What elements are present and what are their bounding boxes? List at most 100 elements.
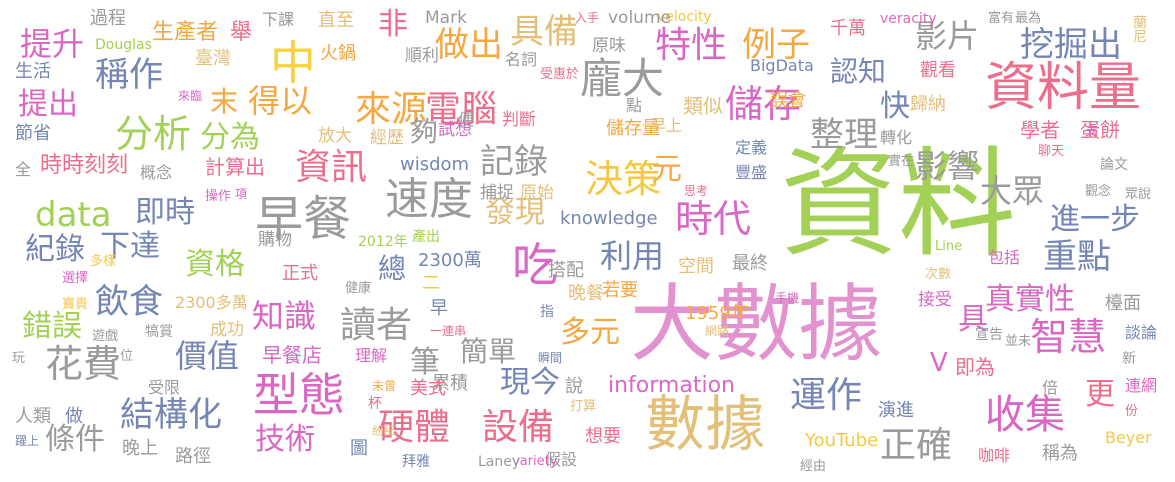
word: 全 [15,160,32,179]
word: 直至 [318,10,354,31]
word: 讀者 [340,305,413,346]
word: 記錄 [480,142,548,182]
word: 路徑 [175,446,211,467]
word: 一連串 [430,324,467,338]
word: 即時 [135,195,195,230]
word: 成功 [210,320,244,340]
word: 分析 [115,112,192,156]
word: 概念 [140,163,173,182]
word: 名詞 [505,50,538,69]
word: 正確 [880,425,953,466]
word: 宣告 [975,327,1003,343]
word: 思考 [684,184,709,198]
word: 智慧 [1030,315,1107,359]
word: 節省 [15,123,51,144]
word: 捕捉 [480,183,514,203]
word: 圖 [350,438,368,459]
word: 包括 [988,248,1021,267]
word: 蘭尼 [1131,15,1147,43]
word: 次數 [925,267,952,282]
word: 資格 [185,247,245,282]
word: 眾說 [1125,187,1152,202]
word: 想要 [585,426,621,447]
word: 若要 [602,280,638,301]
word: 得以 [248,82,313,120]
word: 分為 [200,120,260,155]
word: 接受 [918,290,952,310]
word: 火鍋 [320,43,356,64]
word: 項 [235,187,248,201]
word: 搭配 [548,260,584,281]
word: 影片 [915,17,980,55]
word: 倍 [1042,378,1059,397]
word: 選擇 [62,271,89,286]
word: 未曾 [372,379,397,393]
word: 千萬 [830,18,866,39]
word: 進一步 [1050,202,1140,237]
word: 並未 [1005,334,1032,349]
word: 即為 [955,355,995,379]
word: 購物 [258,230,292,250]
word: 型態 [253,368,345,422]
word: 檯面 [1105,293,1141,314]
word: 試想 [438,120,472,140]
word: 操作 [205,189,232,204]
word: 快 [880,89,910,124]
word: 富有 [988,11,1015,26]
word: 儲存量 [606,118,660,139]
word: 入手 [575,11,600,25]
word: 手機 [775,291,800,305]
word: 判斷 [502,110,536,130]
word: 原始 [520,183,554,203]
word: 特性 [655,25,728,66]
word: 做出 [435,25,503,65]
word: 指 [540,304,554,320]
word: 支 [1085,124,1099,139]
word: veracity [880,11,937,27]
word: 挖掘出 [1020,25,1122,65]
word: 技術 [255,422,315,457]
word: 早餐 [255,191,352,247]
word: 多樣 [90,254,117,269]
word: 大眾 [980,172,1045,210]
word: 聊天 [1038,144,1065,159]
word: 知識 [252,297,317,335]
word: 1959年 [685,303,749,324]
word: 受惠於 [540,67,580,82]
word: Line [935,239,963,254]
word: 杯 [368,396,382,412]
word: 價值 [175,337,240,375]
word: 更 [1085,377,1115,412]
word: 觀看 [920,60,956,81]
word: 經歷 [370,128,404,148]
word: 發現 [485,195,545,230]
word: 人類 [15,406,51,427]
word: 條件 [45,422,105,457]
word: 中 [270,36,316,90]
word: 速度 [385,174,473,225]
word: 來臨 [178,89,203,103]
word: 早 [430,298,448,319]
word: 拜雅 [402,454,430,470]
word: Mark [425,8,467,28]
word: Douglas [95,37,152,53]
word: 最為 [1015,11,1042,26]
word: 豐盛 [735,163,768,182]
word: velocity [657,9,712,25]
word: 放大 [318,126,352,146]
word: 下達 [100,229,160,264]
word: 位 [120,349,134,364]
word: 玩 [12,351,26,366]
word: 晚餐 [568,283,604,304]
word: 生活 [15,61,51,82]
word: 時代 [675,197,752,241]
word: 2300萬 [418,250,482,271]
word: data [35,195,112,235]
word: 時時刻刻 [40,153,129,178]
word: 現今 [500,365,560,400]
word: 份 [1125,404,1139,419]
word: 非 [378,7,408,42]
word: 多元 [560,315,620,350]
word: V [930,348,948,378]
word: 假設 [545,450,578,469]
